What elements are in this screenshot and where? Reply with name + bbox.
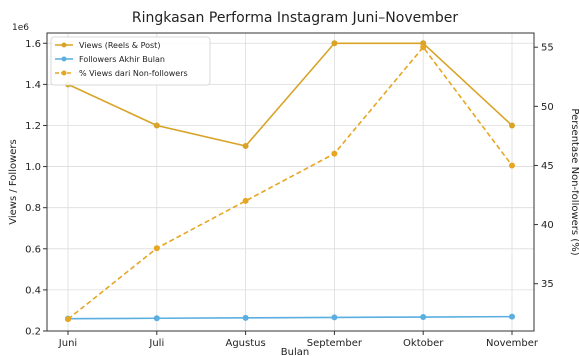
- grid-lines: [47, 33, 534, 332]
- series-2-point: [331, 150, 338, 157]
- legend-swatch-marker: [61, 70, 67, 76]
- series-1-point: [509, 313, 515, 320]
- series-layer: [65, 40, 515, 323]
- chart-title: Ringkasan Performa Instagram Juni–Novemb…: [132, 10, 459, 26]
- series-2-point: [420, 44, 427, 51]
- series-0-point: [153, 122, 160, 129]
- series-1-point: [420, 314, 427, 321]
- x-tick-label: Agustus: [225, 338, 265, 349]
- y-tick-label-left: 0.6: [25, 244, 41, 255]
- legend-swatch-marker: [61, 56, 67, 62]
- y-tick-label-left: 0.4: [25, 285, 41, 296]
- y-tick-label-left: 1.2: [25, 121, 41, 132]
- series-2-point: [65, 316, 71, 323]
- x-tick-label: Juli: [148, 338, 164, 349]
- plot-frame: [46, 32, 535, 332]
- y-axis-label-left: Views / Followers: [8, 139, 19, 225]
- series-line-1: [67, 315, 513, 320]
- y-tick-label-right: 55: [541, 43, 554, 54]
- y-tick-label-right: 35: [541, 279, 554, 290]
- y-axis-label-right: Persentase Non-followers (%): [569, 108, 579, 255]
- y-tick-label-left: 1.6: [25, 39, 41, 50]
- series-1-point: [242, 314, 249, 321]
- series-2-point: [242, 197, 249, 204]
- axis-ticks: Juni Juli Agustus September Oktober November 0…: [25, 39, 554, 349]
- series-1-point: [331, 314, 338, 321]
- series-2-point: [509, 162, 515, 169]
- legend-item-label: % Views dari Non-followers: [79, 69, 188, 78]
- x-axis-label: Bulan: [281, 347, 309, 356]
- x-tick-label: September: [307, 338, 363, 349]
- x-tick-label: November: [486, 338, 539, 349]
- series-2-point: [153, 245, 160, 252]
- series-0-point: [331, 40, 338, 47]
- legend-item-label: Followers Akhir Bulan: [79, 55, 165, 64]
- legend-item-label: Views (Reels & Post): [79, 41, 160, 50]
- legend: Views (Reels & Post) Followers Akhir Bula…: [50, 36, 211, 86]
- y-tick-label-left: 1.4: [25, 80, 41, 91]
- x-tick-label: Juni: [58, 338, 77, 349]
- y-tick-label-right: 45: [541, 161, 554, 172]
- series-0-point: [509, 122, 515, 129]
- legend-box: [50, 36, 211, 86]
- y-tick-label-left: 1.0: [25, 162, 41, 173]
- series-1-point: [153, 315, 160, 322]
- y-tick-label-left: 0.2: [25, 327, 41, 338]
- legend-swatch-marker: [61, 42, 67, 48]
- series-0-point: [242, 143, 249, 150]
- y-tick-label-right: 40: [541, 220, 554, 231]
- y-tick-label-left: 0.8: [25, 203, 41, 214]
- series-line-0: [67, 42, 513, 147]
- x-tick-label: Oktober: [403, 338, 444, 349]
- series-line-2: [67, 45, 513, 320]
- y-tick-label-right: 50: [541, 102, 554, 113]
- y-offset-label: 1e6: [12, 23, 29, 33]
